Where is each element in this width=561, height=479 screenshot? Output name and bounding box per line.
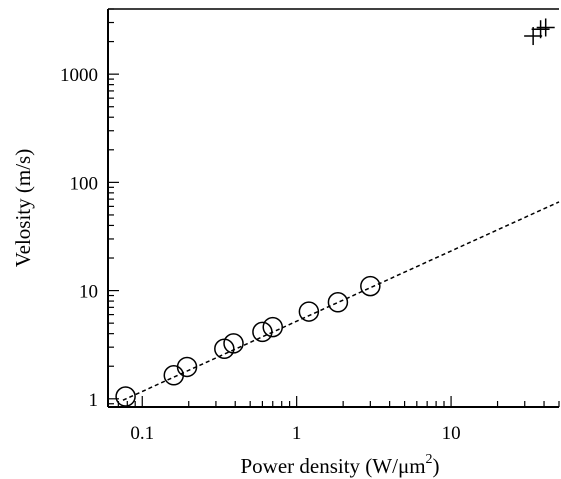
y-axis-title: Velosity (m/s) xyxy=(11,149,35,267)
circle-point xyxy=(223,333,244,354)
fit-line xyxy=(122,201,560,401)
x-tick-label: 1 xyxy=(292,423,302,444)
x-axis-title: Power density (W/μm2) xyxy=(240,452,439,478)
cross-point xyxy=(531,20,550,39)
cross-point xyxy=(524,27,543,46)
data-points xyxy=(115,18,555,407)
x-tick-label: 0.1 xyxy=(130,423,154,444)
y-tick-label: 100 xyxy=(70,173,99,194)
cross-point xyxy=(536,18,555,37)
tick-labels: 0.1 1 10 1 10 100 1000 xyxy=(60,65,461,444)
circle-point xyxy=(360,275,381,297)
circle-point xyxy=(176,356,198,378)
circle-point xyxy=(262,316,283,338)
circle-point xyxy=(252,321,273,343)
plot-frame xyxy=(107,8,559,408)
axis-ticks xyxy=(107,8,560,407)
circle-point xyxy=(298,301,320,322)
fit-line-group xyxy=(122,201,560,401)
circle-point xyxy=(163,365,185,386)
y-tick-label: 1000 xyxy=(60,65,98,86)
circle-point xyxy=(115,386,136,407)
y-tick-label: 1 xyxy=(89,390,99,411)
circle-point xyxy=(327,292,349,313)
y-tick-label: 10 xyxy=(79,282,98,303)
x-tick-label: 10 xyxy=(442,423,461,444)
